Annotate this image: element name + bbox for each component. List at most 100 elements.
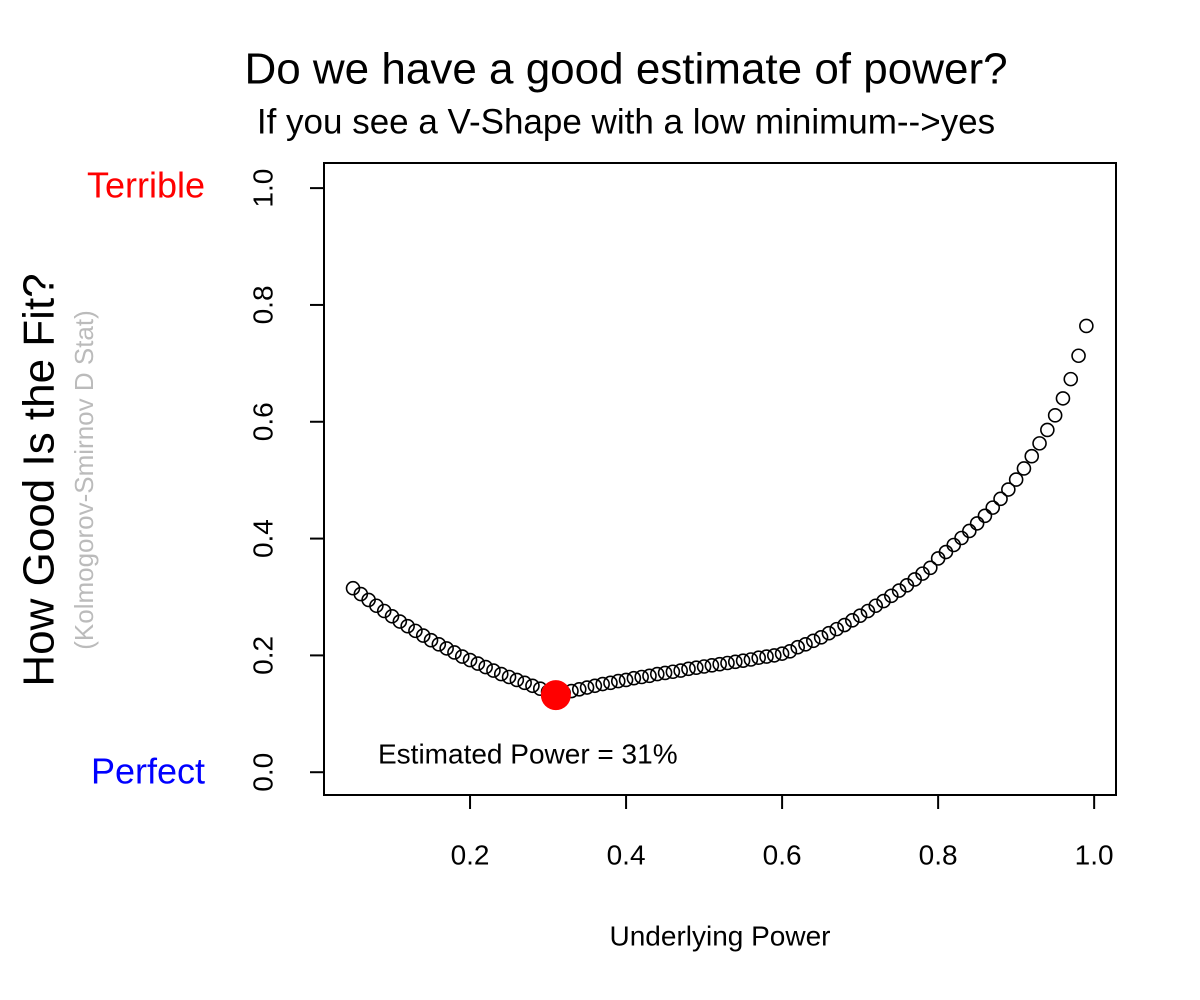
point	[1040, 422, 1055, 438]
point	[1032, 436, 1047, 451]
point	[657, 665, 673, 681]
point	[626, 670, 642, 686]
point	[509, 672, 525, 688]
point	[579, 680, 595, 695]
point	[517, 675, 532, 691]
point	[727, 654, 743, 670]
point	[774, 646, 790, 661]
point	[610, 673, 626, 689]
point	[431, 637, 447, 652]
point	[1016, 461, 1032, 476]
chart-subtitle: If you see a V-Shape with a low minimum-…	[257, 102, 995, 141]
point	[852, 608, 868, 623]
x-axis-label: Underlying Power	[610, 920, 831, 951]
point	[649, 666, 665, 682]
point	[415, 628, 431, 643]
point	[766, 648, 782, 663]
point	[977, 508, 993, 524]
point	[618, 672, 634, 688]
point	[720, 655, 735, 671]
point	[571, 681, 587, 697]
point	[665, 664, 681, 680]
x-tick-label: 0.4	[607, 839, 646, 870]
point	[486, 663, 501, 678]
plot-frame	[323, 162, 1117, 796]
point	[392, 614, 408, 629]
point	[876, 593, 891, 609]
point	[634, 669, 649, 685]
point	[712, 656, 727, 672]
point	[884, 588, 899, 604]
y-tick-label: 0.2	[247, 636, 278, 675]
point	[384, 608, 400, 624]
point	[408, 623, 423, 639]
highlight-point	[540, 680, 571, 711]
point	[969, 516, 985, 531]
point	[1001, 482, 1016, 497]
y-bottom-label: Perfect	[91, 751, 205, 792]
point	[759, 649, 774, 664]
point	[837, 617, 852, 633]
point	[1008, 472, 1024, 487]
y-tick-label: 1.0	[247, 169, 278, 208]
point	[1047, 408, 1063, 423]
y-tick-label: 0.6	[247, 402, 278, 441]
point	[454, 649, 470, 664]
point	[923, 560, 938, 576]
point	[1063, 371, 1079, 387]
point	[962, 523, 977, 539]
point	[891, 583, 907, 598]
y-tick-label: 0.8	[247, 285, 278, 324]
point	[821, 625, 837, 641]
point	[1071, 348, 1086, 364]
point	[525, 678, 540, 694]
point	[696, 659, 712, 674]
point	[860, 603, 876, 619]
annotation: Estimated Power = 31%	[378, 738, 678, 769]
point	[447, 645, 462, 660]
point	[1079, 318, 1094, 334]
point	[946, 537, 962, 553]
point	[806, 633, 821, 649]
point	[673, 663, 688, 678]
y-axis-label: How Good Is the Fit?	[15, 273, 64, 686]
point	[985, 500, 1001, 515]
point	[845, 613, 860, 628]
point	[782, 644, 798, 659]
point	[868, 598, 884, 614]
point	[587, 678, 603, 694]
point	[751, 650, 766, 666]
point	[993, 491, 1008, 507]
point	[470, 656, 486, 671]
x-tick-label: 0.2	[451, 839, 490, 870]
point	[478, 659, 493, 675]
y-tick-label: 0.0	[247, 753, 278, 792]
point	[829, 621, 845, 637]
point	[595, 676, 610, 692]
point	[423, 632, 439, 648]
y-tick-label: 0.4	[247, 519, 278, 558]
point	[501, 669, 517, 685]
point	[813, 629, 829, 645]
point	[681, 661, 696, 677]
point	[688, 660, 704, 675]
x-tick-label: 1.0	[1075, 839, 1114, 870]
x-tick-label: 0.8	[919, 839, 958, 870]
point	[376, 603, 392, 619]
chart-title: Do we have a good estimate of power?	[244, 45, 1007, 94]
point	[704, 658, 720, 673]
point	[462, 652, 478, 668]
point	[603, 675, 618, 691]
point	[1055, 391, 1071, 406]
point	[790, 639, 806, 655]
x-tick-label: 0.6	[763, 839, 802, 870]
point	[798, 637, 813, 652]
point	[439, 641, 454, 656]
point	[735, 653, 751, 668]
point	[493, 666, 509, 682]
y-axis-note: (Kolmogorov-Smirnov D Stat)	[69, 310, 99, 650]
point	[954, 530, 969, 546]
point	[642, 668, 657, 684]
y-top-label: Terrible	[87, 165, 205, 206]
